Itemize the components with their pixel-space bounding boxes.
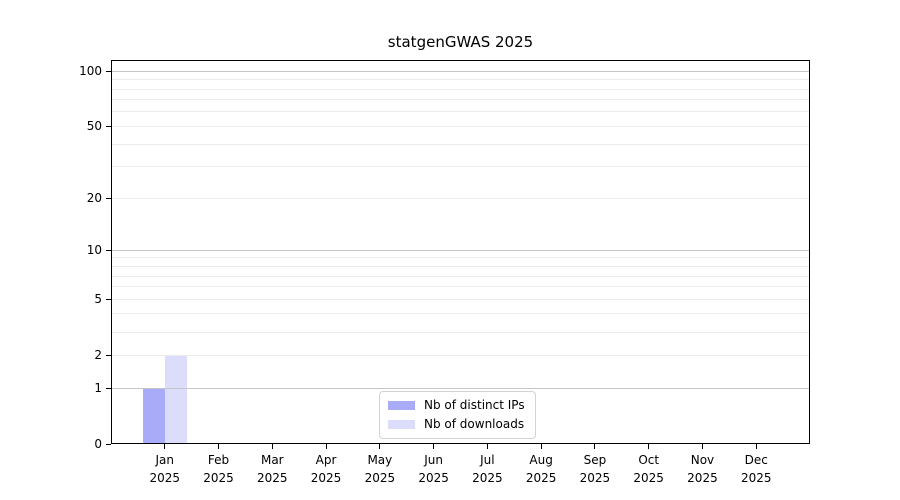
y-tick (106, 354, 111, 356)
y-tick-label: 2 (94, 348, 102, 363)
legend-item-downloads: Nb of downloads (388, 417, 525, 432)
x-tick-label: Jun 2025 (399, 451, 469, 487)
y-gridline-major (111, 70, 810, 72)
x-tick-label: Jul 2025 (452, 451, 522, 487)
legend-swatch-downloads (388, 420, 415, 429)
x-tick-label: Dec 2025 (721, 451, 791, 487)
y-gridline-minor (111, 257, 810, 259)
x-tick-month: Dec (744, 453, 768, 467)
x-tick-month: Jan (155, 453, 175, 467)
x-tick-month: Nov (690, 453, 715, 467)
x-tick-month: Sep (583, 453, 607, 467)
y-gridline-major (111, 387, 810, 389)
y-gridline-minor (111, 286, 810, 288)
x-tick-year: 2025 (633, 471, 664, 485)
y-tick (106, 70, 111, 72)
y-gridline-minor (111, 354, 810, 356)
x-tick-label: Apr 2025 (291, 451, 361, 487)
x-tick-month: Mar (260, 453, 284, 467)
x-tick (755, 444, 757, 449)
y-gridline-minor (111, 331, 810, 333)
x-tick (594, 444, 596, 449)
x-tick (379, 444, 381, 449)
x-tick-label: Jan 2025 (130, 451, 200, 487)
x-tick-month: Apr (315, 453, 337, 467)
x-tick-month: Jun (424, 453, 443, 467)
grid-layer (111, 60, 810, 444)
x-tick-year: 2025 (149, 471, 181, 485)
y-gridline-minor (111, 111, 810, 113)
x-tick-month: Jul (480, 453, 495, 467)
y-gridline-minor (111, 125, 810, 127)
bar-jan-series0 (142, 388, 165, 444)
y-tick (106, 249, 111, 251)
x-tick-year: 2025 (418, 471, 449, 485)
legend: Nb of distinct IPs Nb of downloads (379, 391, 536, 439)
x-tick-month: Aug (529, 453, 553, 467)
y-gridline-minor (111, 88, 810, 90)
plot-area: 0 1 2 5 10 20 50 100 Jan 2025 Feb 2025 Mar 2025 Apr 202… (79, 60, 810, 485)
y-gridline-minor (111, 166, 810, 168)
y-gridline-minor (111, 298, 810, 300)
x-tick-month: Oct (638, 453, 660, 467)
y-gridline-minor (111, 313, 810, 315)
y-tick-label: 5 (94, 292, 102, 307)
y-tick (106, 387, 111, 389)
x-tick-year: 2025 (687, 471, 718, 485)
y-tick (106, 443, 111, 445)
legend-item-distinct-ips: Nb of distinct IPs (388, 398, 525, 413)
y-tick-label: 50 (86, 119, 102, 134)
y-gridline-minor (111, 143, 810, 145)
x-tick-label: Nov 2025 (667, 451, 737, 487)
x-tick-year: 2025 (525, 471, 557, 485)
y-tick (106, 298, 111, 300)
y-tick (106, 197, 111, 199)
x-tick (648, 444, 650, 449)
x-tick-label: Aug 2025 (506, 451, 576, 487)
y-gridline-major (111, 249, 810, 251)
x-tick-month: May (367, 453, 393, 467)
x-tick (164, 444, 166, 449)
x-tick-label: Oct 2025 (614, 451, 684, 487)
y-tick-label: 0 (94, 437, 102, 451)
x-tick (701, 444, 703, 449)
x-tick (433, 444, 435, 449)
y-tick (106, 125, 111, 127)
y-gridline-minor (111, 99, 810, 101)
x-tick (218, 444, 220, 449)
x-tick (486, 444, 488, 449)
y-gridline-minor (111, 266, 810, 267)
legend-label-distinct-ips: Nb of distinct IPs (424, 398, 525, 412)
bar-jan-series1 (164, 355, 187, 444)
x-tick-label: May 2025 (345, 451, 415, 487)
y-tick-label: 1 (94, 381, 102, 395)
y-tick-label: 10 (86, 243, 102, 258)
x-tick-label: Mar 2025 (237, 451, 307, 487)
y-tick-label: 20 (86, 191, 102, 206)
x-tick-year: 2025 (472, 471, 503, 485)
x-tick-month: Feb (207, 453, 230, 467)
x-tick-year: 2025 (740, 471, 772, 485)
y-tick-label: 100 (79, 64, 102, 79)
axis-layer: 0 1 2 5 10 20 50 100 Jan 2025 Feb 2025 Mar 2025 Apr 202… (79, 60, 810, 485)
y-gridline-minor (111, 197, 810, 199)
x-tick (271, 444, 273, 449)
x-tick-year: 2025 (257, 471, 288, 485)
bars-layer (111, 60, 810, 444)
y-gridline-minor (111, 275, 810, 277)
x-tick-label: Feb 2025 (184, 451, 254, 487)
legend-label-downloads: Nb of downloads (424, 417, 525, 431)
x-tick (540, 444, 542, 449)
y-gridline-minor (111, 79, 810, 81)
x-tick-year: 2025 (364, 471, 396, 485)
x-tick (325, 444, 327, 449)
x-tick-year: 2025 (203, 471, 234, 485)
x-tick-year: 2025 (310, 471, 342, 485)
x-tick-year: 2025 (579, 471, 611, 485)
legend-swatch-distinct-ips (388, 401, 415, 410)
x-tick-label: Sep 2025 (560, 451, 630, 487)
chart-title: statgenGWAS 2025 (387, 33, 534, 51)
